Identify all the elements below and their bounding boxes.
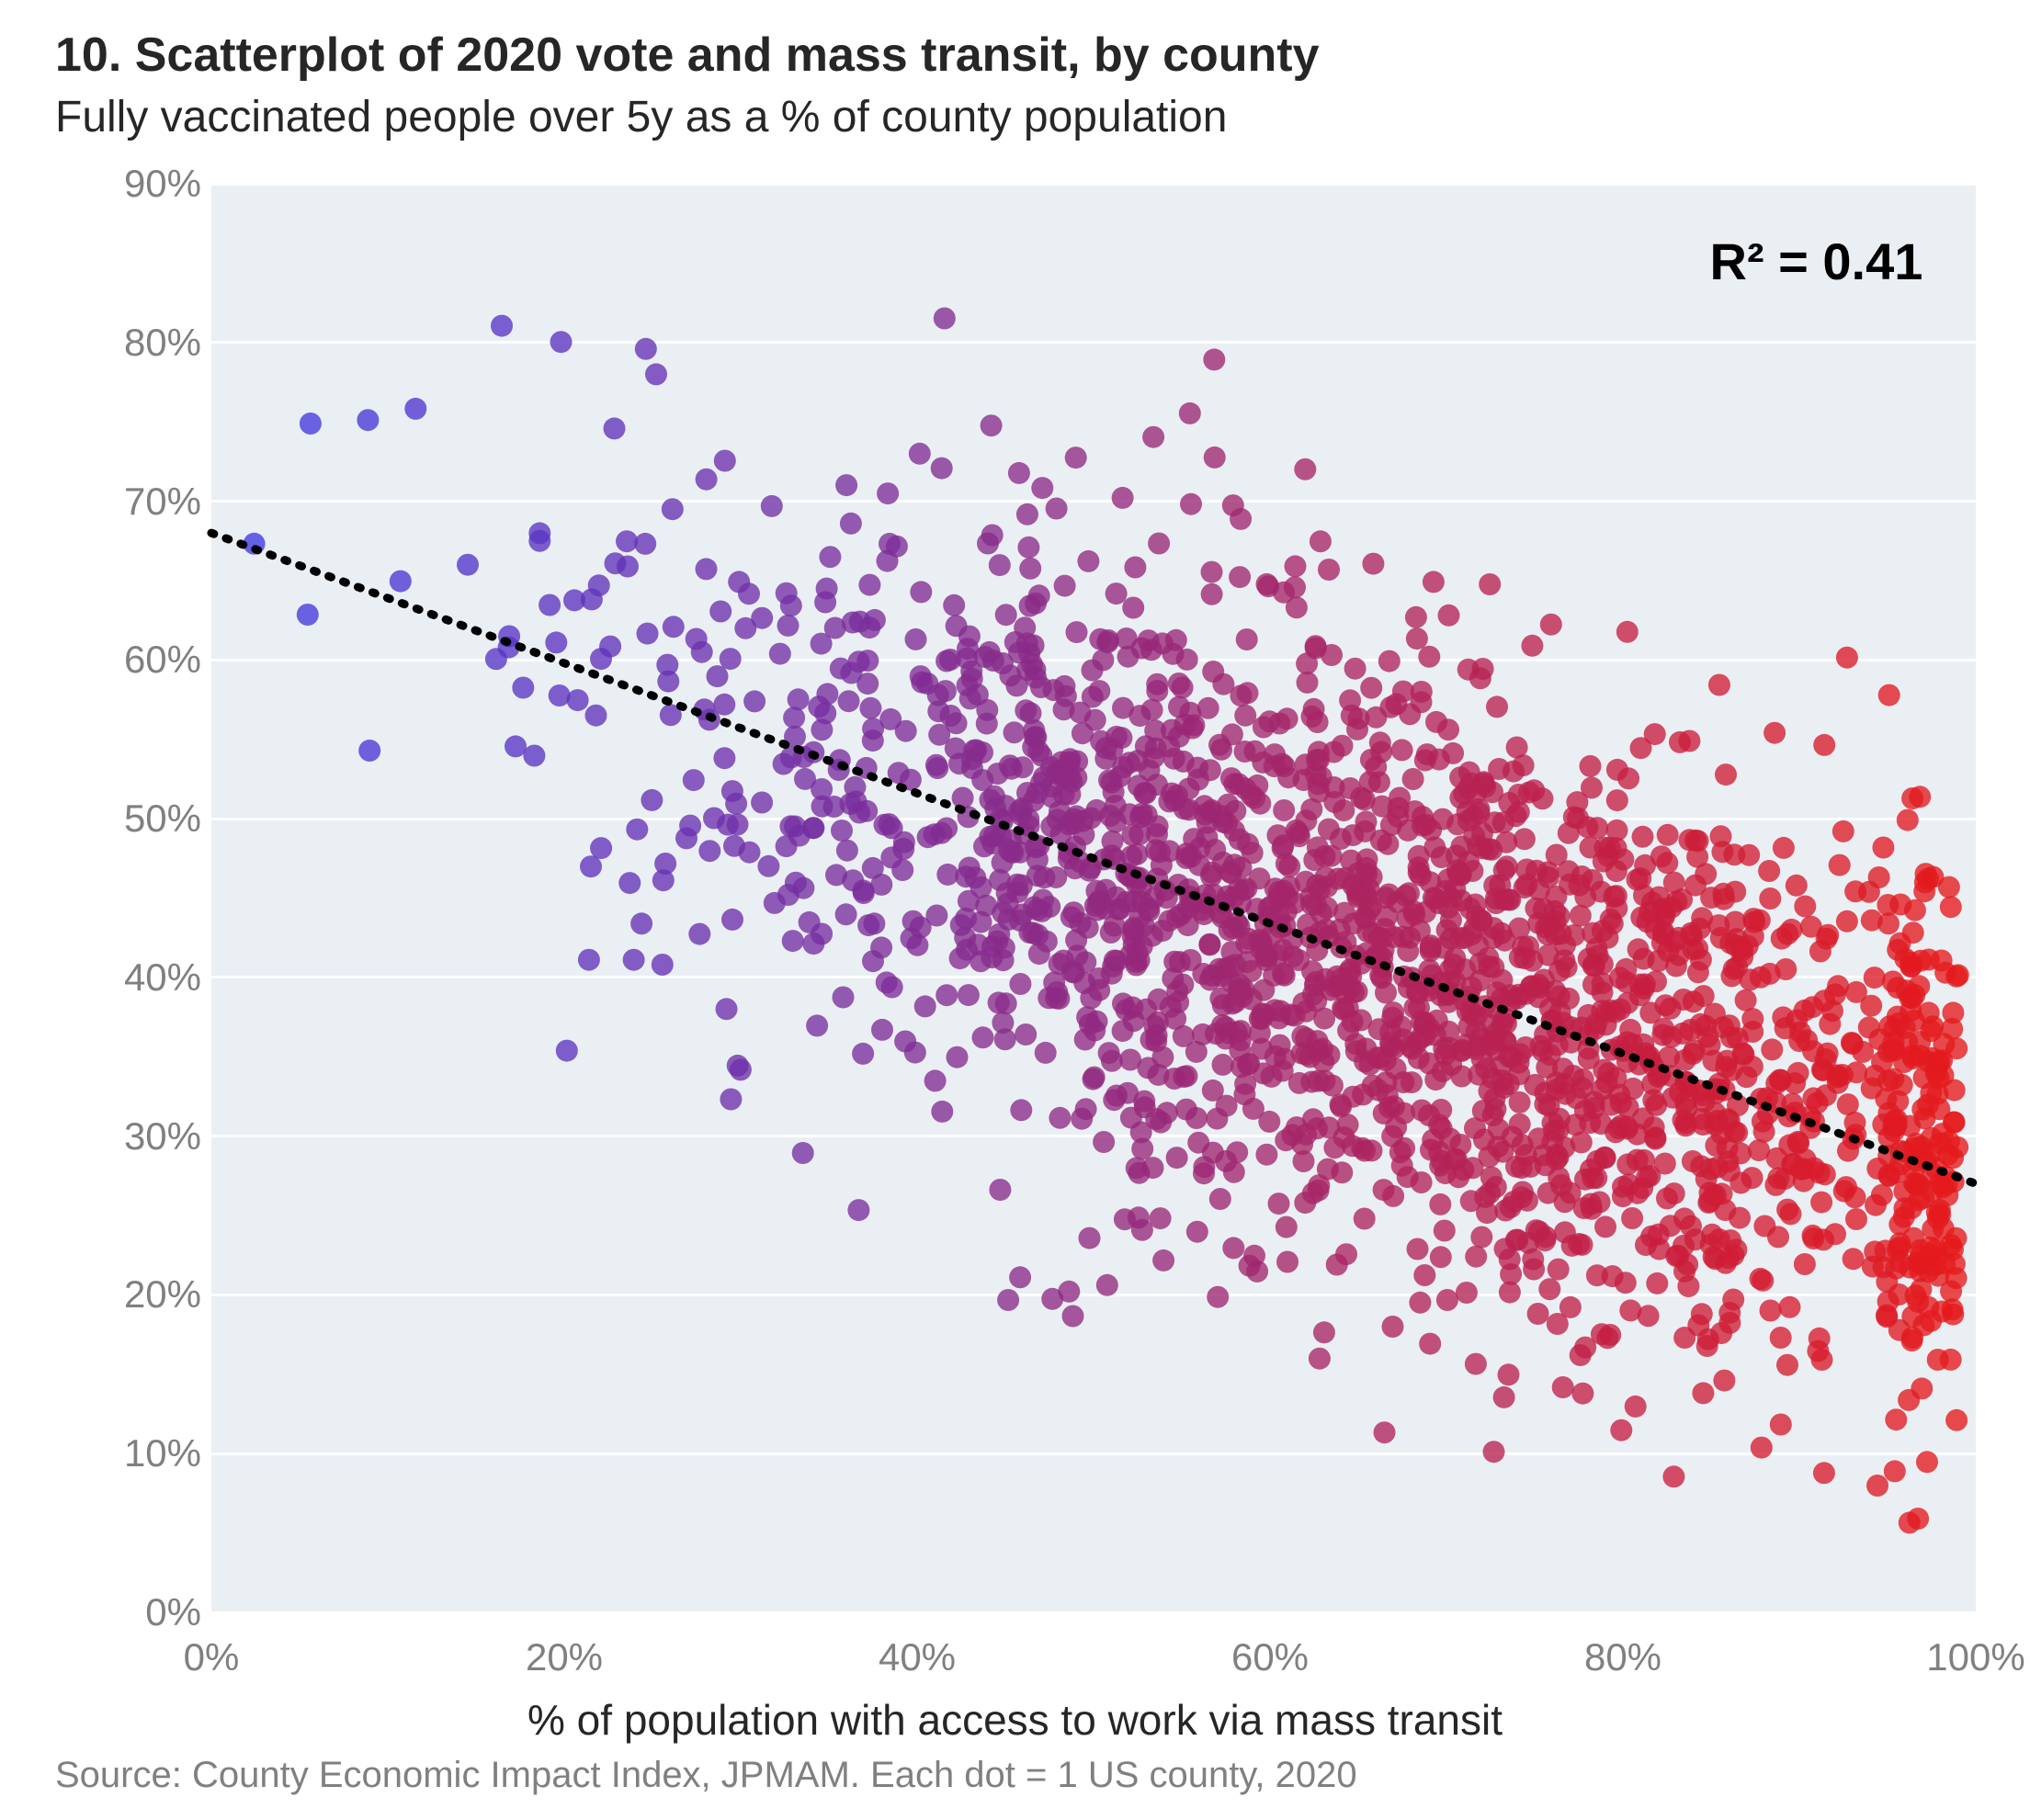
y-tick-label: 40% [124,955,201,1000]
chart-title-line2: Fully vaccinated people over 5y as a % o… [55,92,1227,142]
y-tick-label: 30% [124,1114,201,1159]
page-root: 10. Scatterplot of 2020 vote and mass tr… [0,0,2030,1820]
y-tick-label: 20% [124,1272,201,1317]
r-squared-annotation: R² = 0.41 [1710,232,1923,291]
x-tick-label: 40% [879,1635,956,1679]
plot-area: R² = 0.41 [211,184,1976,1612]
chart-title-line1: 10. Scatterplot of 2020 vote and mass tr… [55,28,1320,83]
y-tick-label: 0% [145,1590,201,1634]
y-tick-label: 70% [124,480,201,524]
y-tick-label: 10% [124,1431,201,1475]
y-tick-label: 60% [124,638,201,682]
source-text: Source: County Economic Impact Index, JP… [55,1755,1357,1796]
y-tick-label: 90% [124,162,201,206]
x-tick-label: 60% [1231,1635,1309,1679]
x-tick-label: 80% [1584,1635,1661,1679]
scatter-canvas [211,184,1976,1612]
x-tick-label: 20% [526,1635,603,1679]
y-tick-label: 50% [124,797,201,841]
y-tick-label: 80% [124,321,201,365]
scatter-points [244,308,1969,1534]
x-axis-label: % of population with access to work via … [527,1695,1503,1745]
x-tick-label: 0% [184,1635,240,1679]
x-tick-label: 100% [1926,1635,2024,1679]
